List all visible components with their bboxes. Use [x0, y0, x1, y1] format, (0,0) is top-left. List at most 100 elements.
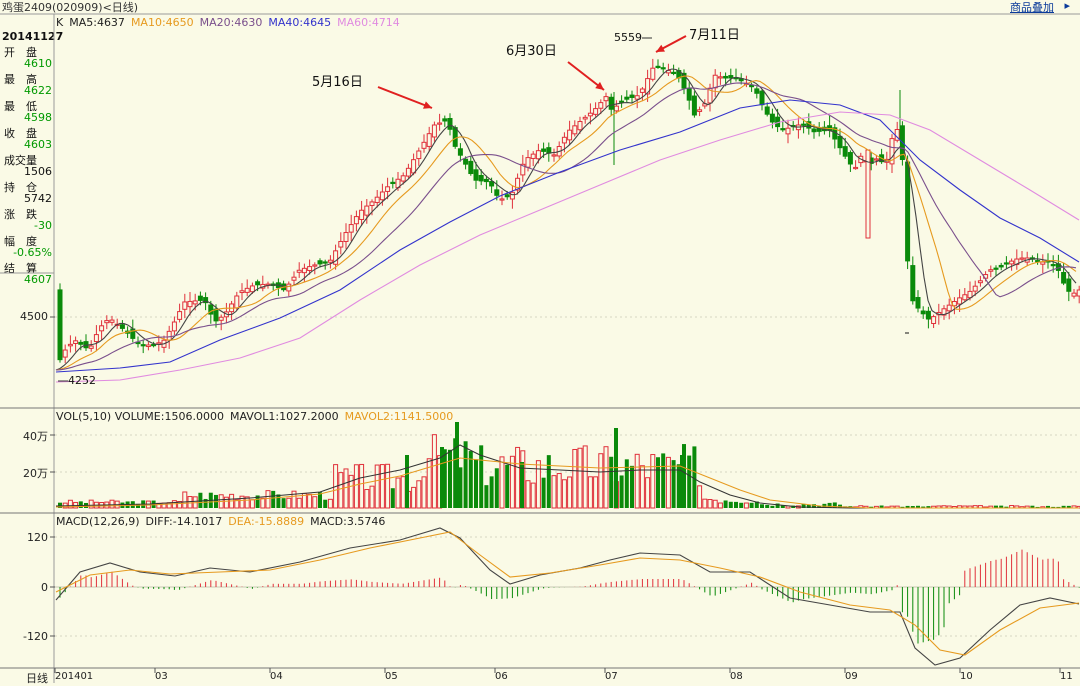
candle-body-down [473, 169, 479, 181]
x-axis-label: 09 [845, 671, 858, 682]
candle-body-down [801, 123, 807, 126]
volume-bar-down [1004, 506, 1009, 508]
volume-bar-up [239, 495, 245, 509]
volume-bar-up [509, 455, 515, 509]
volume-bar-up [515, 446, 521, 509]
sidebar-label: 收 盘 [4, 127, 37, 140]
legend-item: MAVOL1:1027.2000 [229, 410, 339, 423]
candle-body-up [535, 150, 541, 160]
macd-axis-minus120: -120 [23, 630, 48, 643]
candle-body-down [442, 118, 448, 122]
overlay-arrow-icon[interactable]: ▸ [1064, 0, 1070, 12]
candle-body-down [759, 90, 765, 106]
annotation-jun30: 6月30日 [506, 44, 557, 59]
sidebar-value: 4607 [24, 273, 52, 286]
volume-bar-up [67, 499, 73, 509]
x-axis-label: 05 [385, 671, 398, 682]
volume-bar-up [296, 497, 302, 509]
candle-body-up [1071, 292, 1077, 297]
quote-sidebar: 20141127 开 盘 4610 最 高 4622 最 低 4598 收 盘 4603 成交量… [0, 30, 64, 286]
candle-body-down [754, 88, 760, 94]
legend-item: DEA:-15.8889 [228, 515, 305, 528]
candle-body-up [291, 276, 297, 281]
volume-bar-up [187, 496, 193, 509]
candle-body-down [255, 281, 261, 286]
volume-bar-down [1061, 505, 1066, 508]
volume-bar-down [900, 506, 905, 508]
volume-bar-up [291, 490, 297, 509]
overlay-commodity-link[interactable]: 商品叠加 [1010, 1, 1054, 14]
volume-bar-up [603, 446, 609, 509]
volume-bar-down [619, 475, 624, 508]
candle-body-down [619, 100, 625, 103]
volume-bar-up [234, 499, 240, 509]
volume-bar-down [926, 506, 931, 508]
price-axis-4500: 4500 [20, 310, 48, 323]
candle-body-up [577, 121, 583, 131]
candle-body-up [171, 321, 177, 332]
sidebar-value: 5742 [24, 192, 52, 205]
volume-bar-down [680, 455, 684, 508]
volume-bar-down [832, 502, 837, 508]
ma60-line [55, 111, 1080, 383]
volume-bar-up [182, 491, 188, 509]
x-axis-label: 07 [605, 671, 618, 682]
volume-bar-down [812, 504, 816, 508]
candle-body-up [421, 141, 427, 149]
candle-body-down [119, 324, 125, 329]
volume-bar-down [916, 505, 920, 508]
volume-bar-up [400, 476, 406, 509]
candle-body-up [405, 167, 411, 177]
candle-body-up [73, 340, 79, 344]
candle-body-down [140, 344, 146, 347]
legend-item: MA20:4630 [199, 16, 263, 29]
candle-body-up [93, 334, 99, 343]
volume-bar-down [474, 459, 478, 508]
legend-item: MA10:4650 [130, 16, 194, 29]
volume-bar-down [255, 495, 260, 508]
candle-body-up [603, 96, 609, 102]
volume-bar-down [479, 445, 484, 508]
volume-bar-down [656, 457, 660, 508]
candle-body-up [312, 264, 318, 267]
x-axis-label: 08 [730, 671, 743, 682]
volume-bar-down [323, 499, 328, 508]
volume-axis-40w: 40万 [23, 430, 48, 443]
candle-body-up [712, 74, 718, 89]
candle-body-up [187, 300, 193, 308]
candle-body-up [645, 78, 651, 95]
x-axis-label: 03 [155, 671, 168, 682]
volume-bar-up [286, 497, 292, 509]
volume-bar-up [379, 464, 385, 509]
candle-body-up [353, 216, 359, 225]
volume-bar-down [754, 501, 759, 508]
ma5-line [55, 68, 1077, 371]
candle-body-up [301, 267, 307, 274]
annotation-arrow-may16-head [423, 101, 432, 109]
candle-body-down [504, 194, 510, 198]
candle-body-down [390, 181, 396, 185]
candle-body-up [582, 116, 588, 120]
candle-body-up [946, 304, 952, 312]
annotation-jul11: 7月11日 [689, 28, 740, 43]
sidebar-date: 20141127 [2, 30, 64, 43]
sidebar-value: 4622 [24, 84, 52, 97]
candle-body-up [785, 127, 791, 135]
volume-bar-down [136, 503, 140, 508]
volume-bar-down [405, 455, 409, 508]
candle-body-down [920, 310, 926, 315]
volume-bar-down [1056, 506, 1061, 508]
volume-bar-down [801, 503, 806, 508]
candle-body-up [359, 209, 365, 220]
candle-body-up [853, 166, 859, 170]
candle-body-down [749, 84, 755, 88]
candle-body-up [931, 316, 937, 324]
volume-bar-up [551, 475, 557, 509]
sidebar-label: 涨 跌 [4, 208, 37, 221]
candle-body-down [452, 127, 458, 147]
legend-item: MACD:3.5746 [310, 515, 386, 528]
volume-bar-down [723, 500, 728, 508]
legend-item: VOL(5,10) VOLUME:1506.0000 [56, 410, 224, 423]
candle-body-up [192, 300, 198, 305]
